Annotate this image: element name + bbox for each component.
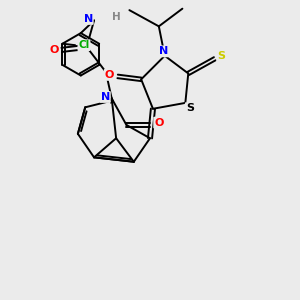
Text: N: N — [83, 14, 93, 24]
Text: O: O — [154, 118, 164, 128]
Text: N: N — [159, 46, 168, 56]
Text: O: O — [50, 45, 59, 55]
Text: O: O — [105, 70, 114, 80]
Text: S: S — [186, 103, 194, 113]
Text: Cl: Cl — [78, 40, 90, 50]
Text: S: S — [217, 51, 225, 61]
Text: N: N — [100, 92, 110, 102]
Text: H: H — [112, 13, 121, 22]
